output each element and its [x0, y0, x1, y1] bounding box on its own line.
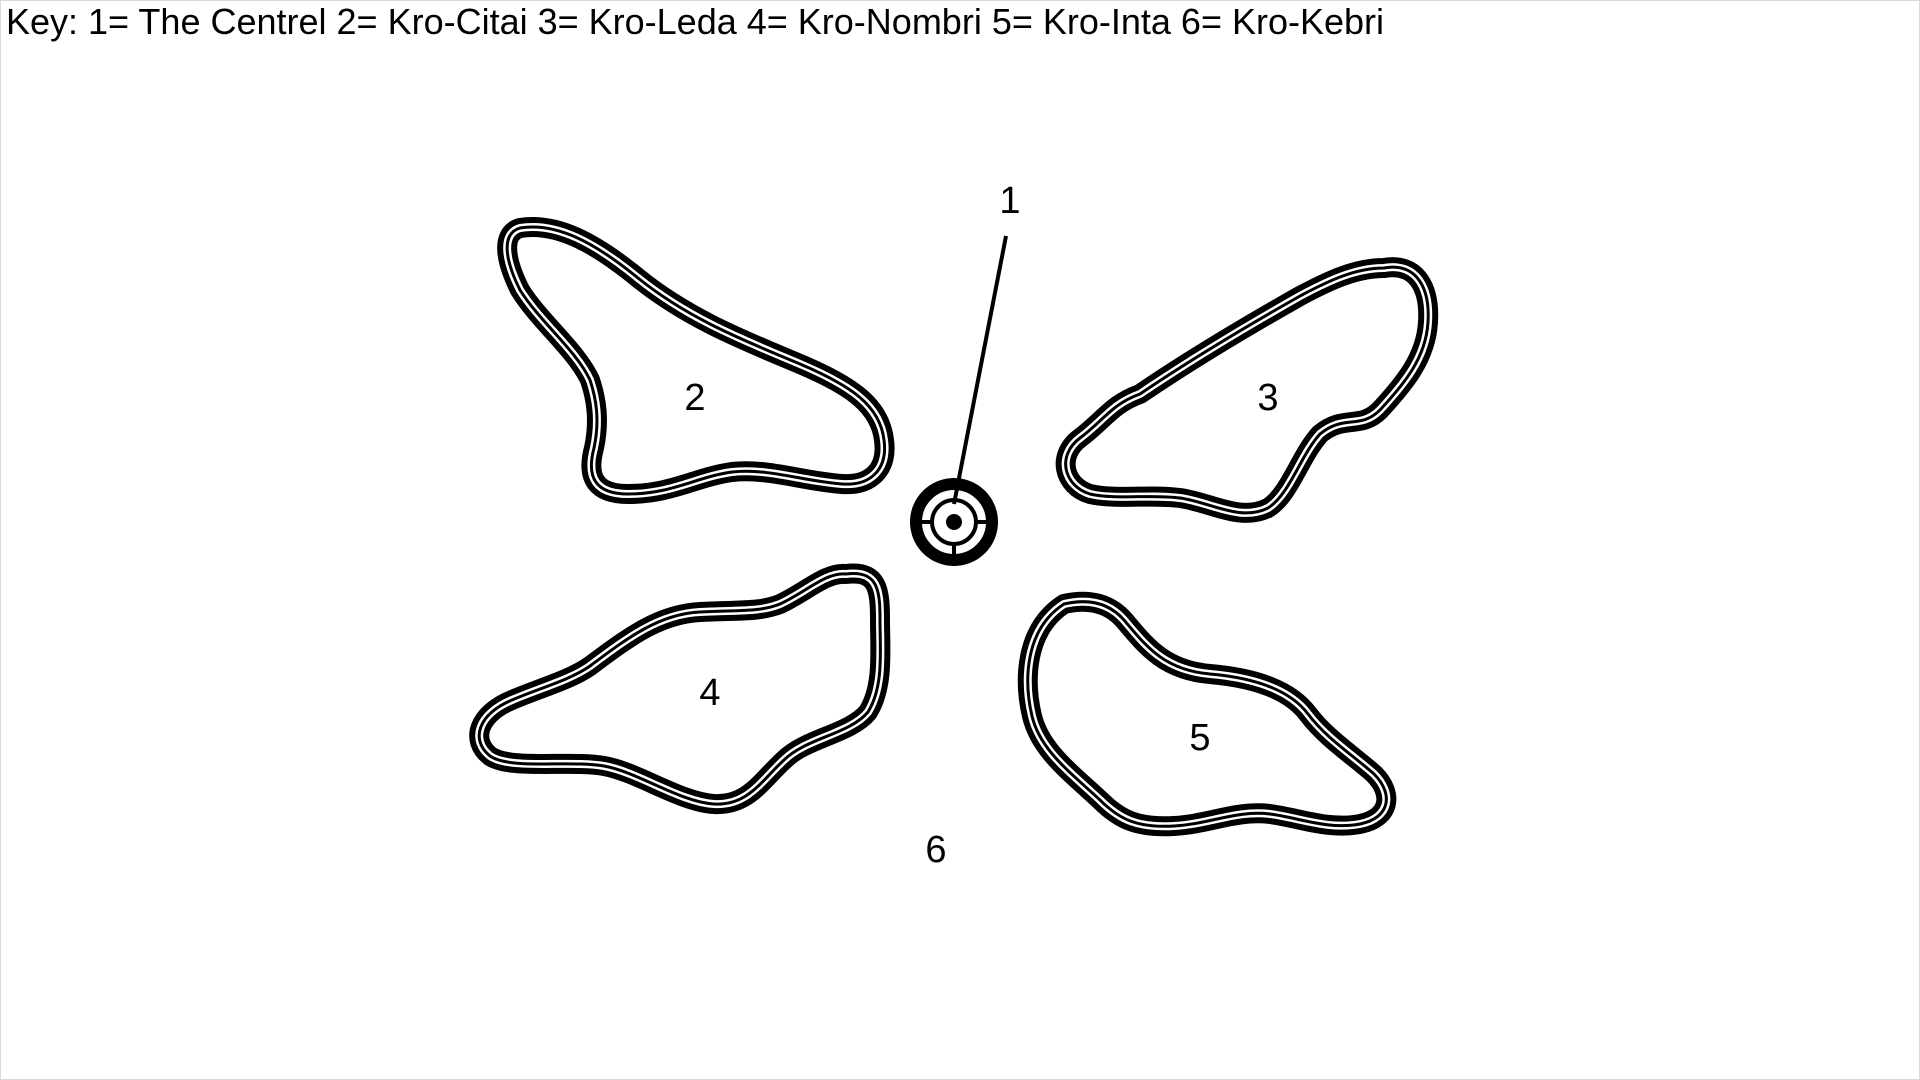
island-4: [469, 563, 891, 815]
island-2: [497, 217, 895, 504]
centre-marker: [910, 478, 998, 566]
label-4: 4: [699, 672, 720, 714]
centre-leader-line: [952, 235, 1008, 505]
label-6: 6: [925, 829, 946, 871]
key-legend-overlay: Key: 1= The Centrel 2= Kro-Citai 3= Kro-…: [6, 1, 1385, 42]
label-5: 5: [1189, 717, 1210, 759]
label-1: 1: [999, 180, 1020, 222]
label-2: 2: [684, 377, 705, 419]
label-3: 3: [1257, 377, 1278, 419]
island-3: [1055, 257, 1439, 523]
island-5: [1017, 591, 1397, 837]
